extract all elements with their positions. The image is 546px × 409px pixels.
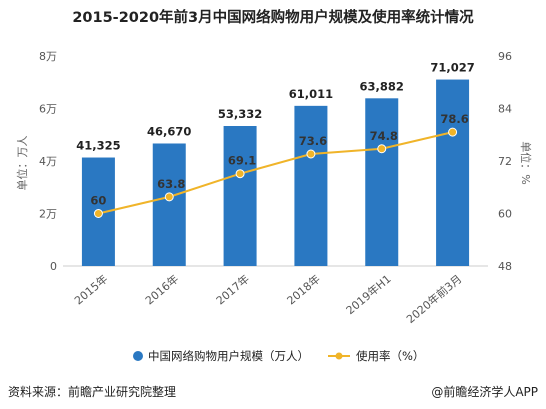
line-value-label: 73.6 [299, 134, 327, 148]
bar-labels: 41,325 46,670 53,332 61,011 63,882 71,027 [76, 61, 475, 153]
line-point [164, 192, 174, 202]
bar [294, 105, 328, 266]
x-tick-label: 2016年 [142, 272, 181, 308]
bar [152, 143, 186, 266]
line-series [93, 127, 458, 218]
line-point [377, 144, 387, 154]
line-point [306, 149, 316, 159]
line-value-label: 60 [90, 194, 106, 208]
legend-bar-label: 中国网络购物用户规模（万人） [148, 349, 309, 363]
bar [223, 126, 257, 266]
legend-line-label: 使用率（%） [356, 349, 424, 363]
bar-value-label: 63,882 [360, 79, 404, 93]
line-point [448, 127, 458, 137]
usage-rate-line [98, 131, 453, 215]
legend: 中国网络购物用户规模（万人） 使用率（%） [133, 349, 424, 363]
y-right-tick-label: 96 [498, 50, 512, 63]
y-right-tick-label: 84 [498, 103, 512, 116]
line-value-label: 63.8 [157, 177, 185, 191]
bar [365, 98, 399, 266]
bar-value-label: 71,027 [430, 61, 474, 75]
line-value-label: 78.6 [440, 112, 468, 126]
x-tick-label: 2017年 [213, 272, 252, 308]
line-value-label: 69.1 [228, 154, 256, 168]
bar-value-label: 46,670 [147, 124, 191, 138]
legend-bar-marker [133, 351, 143, 361]
bar-series [81, 79, 470, 266]
x-tick-label: 2019年H1 [343, 272, 394, 318]
x-tick-label: 2018年 [284, 272, 323, 308]
y-left-tick-label: 2万 [39, 208, 57, 221]
line-point [93, 209, 103, 218]
y-left-tick-label: 8万 [39, 50, 57, 63]
y-right-tick-label: 72 [498, 155, 512, 168]
legend-line-dot [335, 352, 343, 360]
y-left-tick-label: 6万 [39, 103, 57, 116]
bar-value-label: 41,325 [76, 139, 120, 153]
x-axis-ticks: 2015年 2016年 2017年 2018年 2019年H1 2020年前3月 [71, 272, 464, 326]
line-labels: 60 63.8 69.1 73.6 74.8 78.6 [90, 112, 468, 207]
x-tick-label: 2015年 [71, 272, 110, 308]
chart-title: 2015-2020年前3月中国网络购物用户规模及使用率统计情况 [72, 8, 474, 26]
line-point [235, 169, 245, 179]
line-value-label: 74.8 [370, 129, 398, 143]
y-axis-right-label: 单位：% [519, 141, 533, 184]
y-left-tick-label: 0 [50, 260, 57, 273]
bar [436, 79, 470, 266]
x-tick-label: 2020年前3月 [403, 272, 464, 326]
y-axis-left-label: 单位：万人 [15, 136, 29, 191]
brand-label: @前瞻经济学人APP [431, 384, 538, 399]
y-right-tick-label: 60 [498, 208, 512, 221]
bar-value-label: 61,011 [289, 87, 333, 101]
bar-value-label: 53,332 [218, 107, 262, 121]
source-note: 资料来源：前瞻产业研究院整理 [8, 384, 176, 399]
axes: 0 2万 4万 6万 8万 48 60 72 84 96 [39, 50, 512, 273]
y-right-tick-label: 48 [498, 260, 512, 273]
y-left-tick-label: 4万 [39, 155, 57, 168]
